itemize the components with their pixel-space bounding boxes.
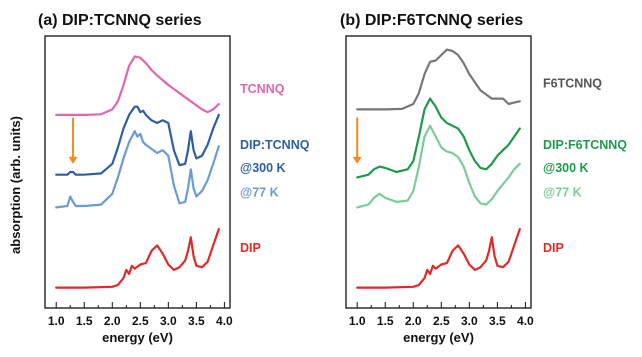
x-tick-label: 3.5 [188, 314, 205, 328]
arrow-head [352, 156, 362, 164]
series-label: DIP [240, 241, 261, 255]
series-label: DIP:TCNNQ [240, 138, 310, 152]
x-tick-label: 4.0 [517, 314, 534, 328]
series-label: @77 K [240, 185, 279, 199]
x-tick-label: 2.5 [132, 314, 149, 328]
series-line [356, 48, 521, 111]
x-tick-label: 1.5 [377, 314, 394, 328]
series-label: @300 K [240, 161, 286, 175]
x-tick-label: 3.5 [489, 314, 506, 328]
x-tick-label: 2.5 [433, 314, 450, 328]
x-axis-label: energy (eV) [403, 330, 474, 345]
series-line [356, 97, 521, 179]
series-label: F6TCNNQ [543, 77, 602, 91]
x-tick-label: 1.0 [48, 314, 65, 328]
x-tick-label: 2.0 [104, 314, 121, 328]
series-line [356, 124, 521, 209]
x-tick-label: 1.5 [76, 314, 93, 328]
panel-b: (b) DIP:F6TCNNQ series 1.0 1.5 2.0 2.5 3.0 3.5… [340, 12, 627, 345]
series-label: @300 K [543, 161, 589, 175]
series-line [356, 228, 521, 289]
x-tick-label: 1.0 [349, 314, 366, 328]
panel-a: (a) DIP:TCNNQ series 1.0 1.5 2.0 2.5 3.0 3.5 4.… [38, 12, 310, 345]
x-tick-label: 3.0 [461, 314, 478, 328]
y-axis-label: absorption (arb. units) [8, 116, 23, 254]
series-line [55, 105, 220, 176]
series-label: @77 K [543, 185, 582, 199]
series-label: DIP:F6TCNNQ [543, 138, 627, 152]
plot-frame [44, 35, 231, 309]
series-label: TCNNQ [240, 82, 285, 96]
series-label: DIP [543, 241, 564, 255]
series-line [55, 55, 220, 116]
series-line [55, 228, 220, 289]
plot-frame [345, 35, 532, 309]
chart-title: (b) DIP:F6TCNNQ series [340, 12, 523, 29]
arrow-head [68, 156, 78, 164]
chart-title: (a) DIP:TCNNQ series [38, 12, 202, 29]
x-tick-label: 4.0 [216, 314, 233, 328]
series-line [55, 130, 220, 209]
x-tick-label: 2.0 [405, 314, 422, 328]
x-tick-label: 3.0 [160, 314, 177, 328]
x-axis-label: energy (eV) [102, 330, 173, 345]
